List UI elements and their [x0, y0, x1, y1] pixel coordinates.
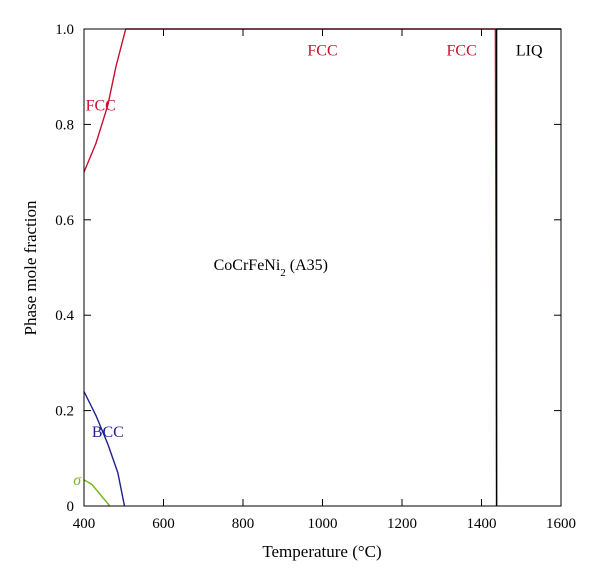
y-tick-label: 0.2 — [55, 404, 74, 420]
x-tick-label: 1000 — [308, 516, 338, 532]
phase-label: FCC — [307, 42, 337, 59]
y-axis-label: Phase mole fraction — [21, 200, 40, 336]
series-line-2 — [83, 479, 111, 507]
series-line-3 — [495, 28, 561, 506]
phase-label: σ — [73, 472, 82, 489]
x-tick-label: 600 — [152, 516, 175, 532]
x-tick-label: 1200 — [387, 516, 417, 532]
y-tick-label: 0.8 — [55, 117, 74, 133]
series-line-1 — [83, 391, 126, 507]
phase-label: LIQ — [516, 42, 543, 59]
x-axis-label: Temperature (°C) — [262, 542, 381, 561]
x-tick-label: 1400 — [467, 516, 497, 532]
y-tick-label: 0 — [67, 499, 75, 515]
axes: 400 600 800 1000 1200 1400 1600 0 0.2 0.4 0.6 0.8 1.… — [55, 22, 576, 532]
x-tick-label: 1600 — [546, 516, 576, 532]
series-line-0 — [83, 28, 498, 507]
plot-area: FCC FCC FCC LIQ BCC σ CoCrFeNi2 (A35) — [73, 28, 561, 507]
y-tick-label: 0.6 — [55, 213, 74, 229]
x-tick-label: 400 — [73, 516, 96, 532]
phase-label: BCC — [92, 424, 124, 441]
phase-label: FCC — [86, 97, 116, 114]
phase-label: CoCrFeNi2 (A35) — [214, 257, 328, 279]
y-tick-label: 1.0 — [55, 22, 74, 38]
x-tick-label: 800 — [232, 516, 255, 532]
phase-label: FCC — [447, 42, 477, 59]
y-tick-label: 0.4 — [55, 308, 74, 324]
